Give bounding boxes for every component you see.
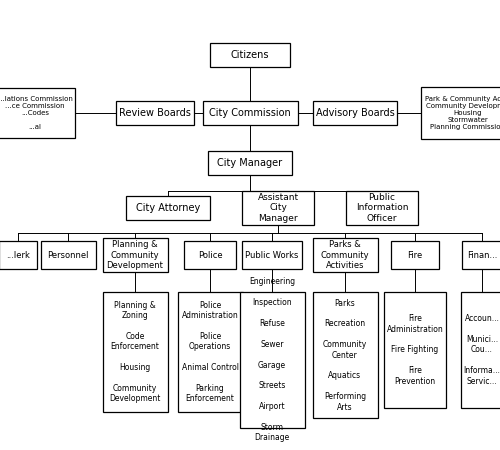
FancyBboxPatch shape [240,292,304,428]
FancyBboxPatch shape [0,88,75,138]
FancyBboxPatch shape [178,292,242,412]
FancyBboxPatch shape [116,101,194,125]
Text: Public
Information
Officer: Public Information Officer [356,193,408,223]
FancyBboxPatch shape [0,241,37,269]
Text: Public Works: Public Works [246,251,298,260]
Text: Review Boards: Review Boards [119,108,191,118]
FancyBboxPatch shape [40,241,96,269]
Text: Advisory Boards: Advisory Boards [316,108,394,118]
FancyBboxPatch shape [242,241,302,269]
FancyBboxPatch shape [202,101,298,125]
FancyBboxPatch shape [126,196,210,220]
Text: Police: Police [198,251,222,260]
Text: ...lations Commission
...ce Commission
...Codes

...al: ...lations Commission ...ce Commission .… [0,96,72,130]
FancyBboxPatch shape [208,151,292,175]
Text: Planning &
Community
Development: Planning & Community Development [106,240,164,270]
FancyBboxPatch shape [312,238,378,272]
FancyBboxPatch shape [102,238,168,272]
Text: Parks

Recreation

Community
Center

Aquatics

Performing
Arts: Parks Recreation Community Center Aquati… [323,298,367,411]
FancyBboxPatch shape [313,101,397,125]
Text: Citizens: Citizens [231,50,269,60]
Text: Fire
Administration

Fire Fighting

Fire
Prevention: Fire Administration Fire Fighting Fire P… [386,314,444,386]
Text: Assistant
City
Manager: Assistant City Manager [258,193,298,223]
Text: City Attorney: City Attorney [136,203,200,213]
Text: Fire: Fire [408,251,422,260]
FancyBboxPatch shape [210,43,290,67]
FancyBboxPatch shape [420,87,500,139]
Text: City Manager: City Manager [218,158,282,168]
FancyBboxPatch shape [346,191,418,225]
Text: Personnel: Personnel [47,251,89,260]
Text: Police
Administration

Police
Operations

Animal Control

Parking
Enforcement: Police Administration Police Operations … [182,301,238,403]
FancyBboxPatch shape [312,292,378,418]
FancyBboxPatch shape [384,292,446,408]
Text: Park & Community Activ.
Community Developme.
Housing
Stormwater
Planning Commiss: Park & Community Activ. Community Develo… [424,96,500,130]
Text: Engineering

Inspection

Refuse

Sewer

Garage

Streets

Airport

Storm
Drainage: Engineering Inspection Refuse Sewer Gara… [249,278,295,442]
Text: Planning &
Zoning

Code
Enforcement

Housing

Community
Development: Planning & Zoning Code Enforcement Housi… [110,301,160,403]
Text: Finan...: Finan... [467,251,497,260]
Text: Parks &
Community
Activities: Parks & Community Activities [320,240,370,270]
FancyBboxPatch shape [102,292,168,412]
FancyBboxPatch shape [184,241,236,269]
Text: ...lerk: ...lerk [6,251,30,260]
FancyBboxPatch shape [461,292,500,408]
FancyBboxPatch shape [391,241,439,269]
FancyBboxPatch shape [462,241,500,269]
FancyBboxPatch shape [242,191,314,225]
Text: City Commission: City Commission [209,108,291,118]
Text: Accoun...

Munici...
Cou...

Informa...
Servic...: Accoun... Munici... Cou... Informa... Se… [464,314,500,386]
